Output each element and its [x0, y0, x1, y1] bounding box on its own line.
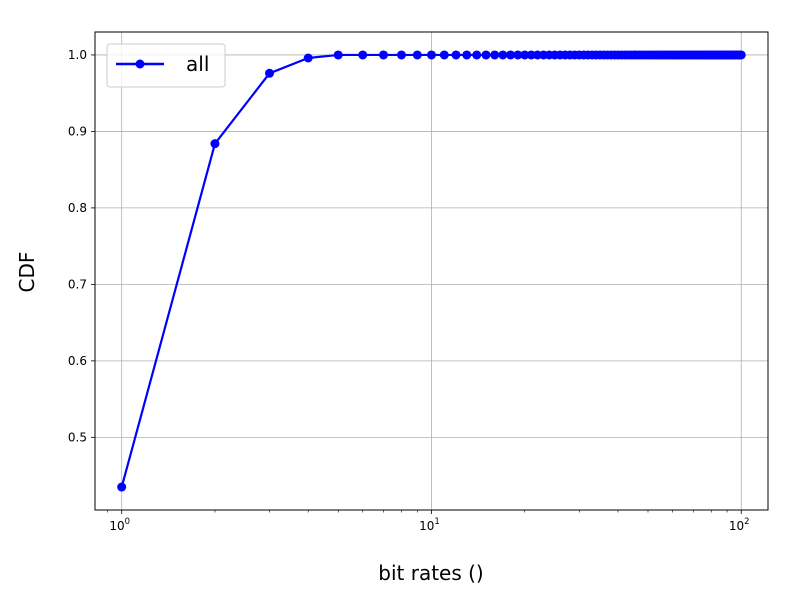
data-point	[513, 50, 523, 60]
y-tick-label: 1.0	[68, 48, 87, 62]
data-point	[451, 50, 461, 60]
legend-label: all	[186, 52, 209, 76]
data-point	[378, 50, 388, 60]
legend-marker-swatch	[135, 59, 145, 69]
data-point	[358, 50, 368, 60]
data-point	[520, 50, 530, 60]
data-point	[303, 53, 313, 63]
y-axis-label: CDF	[15, 252, 39, 293]
data-point	[426, 50, 436, 60]
data-point	[333, 50, 343, 60]
data-point	[210, 139, 220, 149]
data-point	[472, 50, 482, 60]
data-point	[439, 50, 449, 60]
x-tick-label: 100	[109, 517, 130, 533]
y-tick-label: 0.5	[68, 430, 87, 444]
data-point	[506, 50, 516, 60]
data-point	[396, 50, 406, 60]
series-layer	[117, 50, 746, 492]
data-point	[412, 50, 422, 60]
y-tick-label: 0.6	[68, 354, 87, 368]
data-point	[498, 50, 508, 60]
data-point	[490, 50, 500, 60]
y-tick-label: 0.8	[68, 201, 87, 215]
x-tick-label: 102	[729, 517, 750, 533]
data-point	[117, 482, 127, 492]
x-axis-label: bit rates ()	[378, 561, 483, 585]
data-point	[264, 68, 274, 78]
y-tick-label: 0.7	[68, 277, 87, 291]
axis-ticks: 0.5 0.6 0.7 0.8 0.9 1.0 100 101 102	[68, 48, 750, 533]
y-tick-label: 0.9	[68, 124, 87, 138]
data-point	[481, 50, 491, 60]
data-point	[462, 50, 472, 60]
legend: all	[106, 43, 226, 88]
data-point	[736, 50, 746, 60]
legend-box	[106, 43, 226, 88]
x-tick-label: 101	[419, 517, 440, 533]
data-point	[526, 50, 536, 60]
plot-frame	[94, 31, 769, 511]
